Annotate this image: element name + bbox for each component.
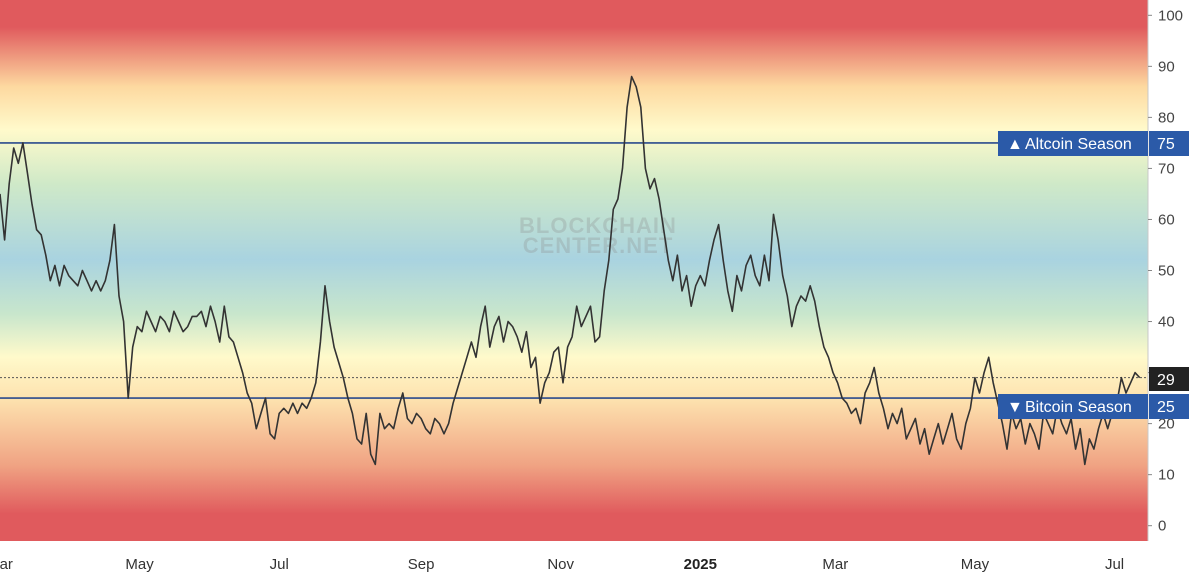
bitcoin-season-value: 25	[1157, 399, 1175, 416]
altcoin-season-badge: ▲ Altcoin Season	[998, 131, 1148, 156]
bitcoin-season-badge: ▼ Bitcoin Season	[998, 394, 1148, 419]
reference-lines	[0, 142, 1148, 399]
x-tick-label: Nov	[547, 556, 574, 573]
y-tick-label: 20	[1158, 416, 1175, 433]
y-tick-label: 0	[1158, 518, 1166, 535]
x-tick-label: 2025	[684, 556, 717, 573]
series-layer	[0, 75, 1141, 466]
current-value: 29	[1157, 372, 1175, 389]
y-tick-label: 50	[1158, 263, 1175, 280]
x-tick-label: Sep	[408, 556, 435, 573]
y-tick-label: 90	[1158, 58, 1175, 75]
x-tick-label: May	[961, 556, 990, 573]
y-tick-label: 10	[1158, 467, 1175, 484]
altcoin-season-value-badge: 75	[1149, 131, 1189, 156]
altcoin-season-arrow: ▲	[1007, 136, 1023, 153]
current-value-badge: 29	[1149, 367, 1189, 391]
y-tick-label: 60	[1158, 211, 1175, 228]
x-tick-label: Mar	[0, 556, 13, 573]
altcoin-season-label: Altcoin Season	[1025, 136, 1132, 153]
bitcoin-season-value-badge: 25	[1149, 394, 1189, 419]
watermark-line-2: CENTER.NET	[523, 233, 674, 258]
x-tick-label: Jul	[1105, 556, 1124, 573]
y-tick-label: 70	[1158, 160, 1175, 177]
y-tick-label: 40	[1158, 314, 1175, 331]
x-tick-label: Mar	[822, 556, 848, 573]
x-tick-label: Jul	[270, 556, 289, 573]
watermark: BLOCKCHAIN CENTER.NET	[519, 213, 677, 258]
bitcoin-season-label: Bitcoin Season	[1025, 399, 1132, 416]
y-axis-ticks: 0102030405060708090100	[1148, 7, 1183, 535]
y-tick-label: 100	[1158, 7, 1183, 24]
axis-background-right	[1148, 0, 1200, 578]
y-tick-label: 80	[1158, 109, 1175, 126]
axis-background-bottom	[0, 541, 1200, 578]
x-tick-label: May	[125, 556, 154, 573]
altcoin-season-value: 75	[1157, 136, 1175, 153]
x-axis-ticks: Mar May Jul Sep Nov 2025 Mar May Jul	[0, 556, 1124, 573]
series-line	[0, 75, 1141, 466]
bitcoin-season-arrow: ▼	[1007, 399, 1023, 416]
chart-background	[0, 0, 1148, 541]
watermark-line-1: BLOCKCHAIN	[519, 213, 677, 238]
